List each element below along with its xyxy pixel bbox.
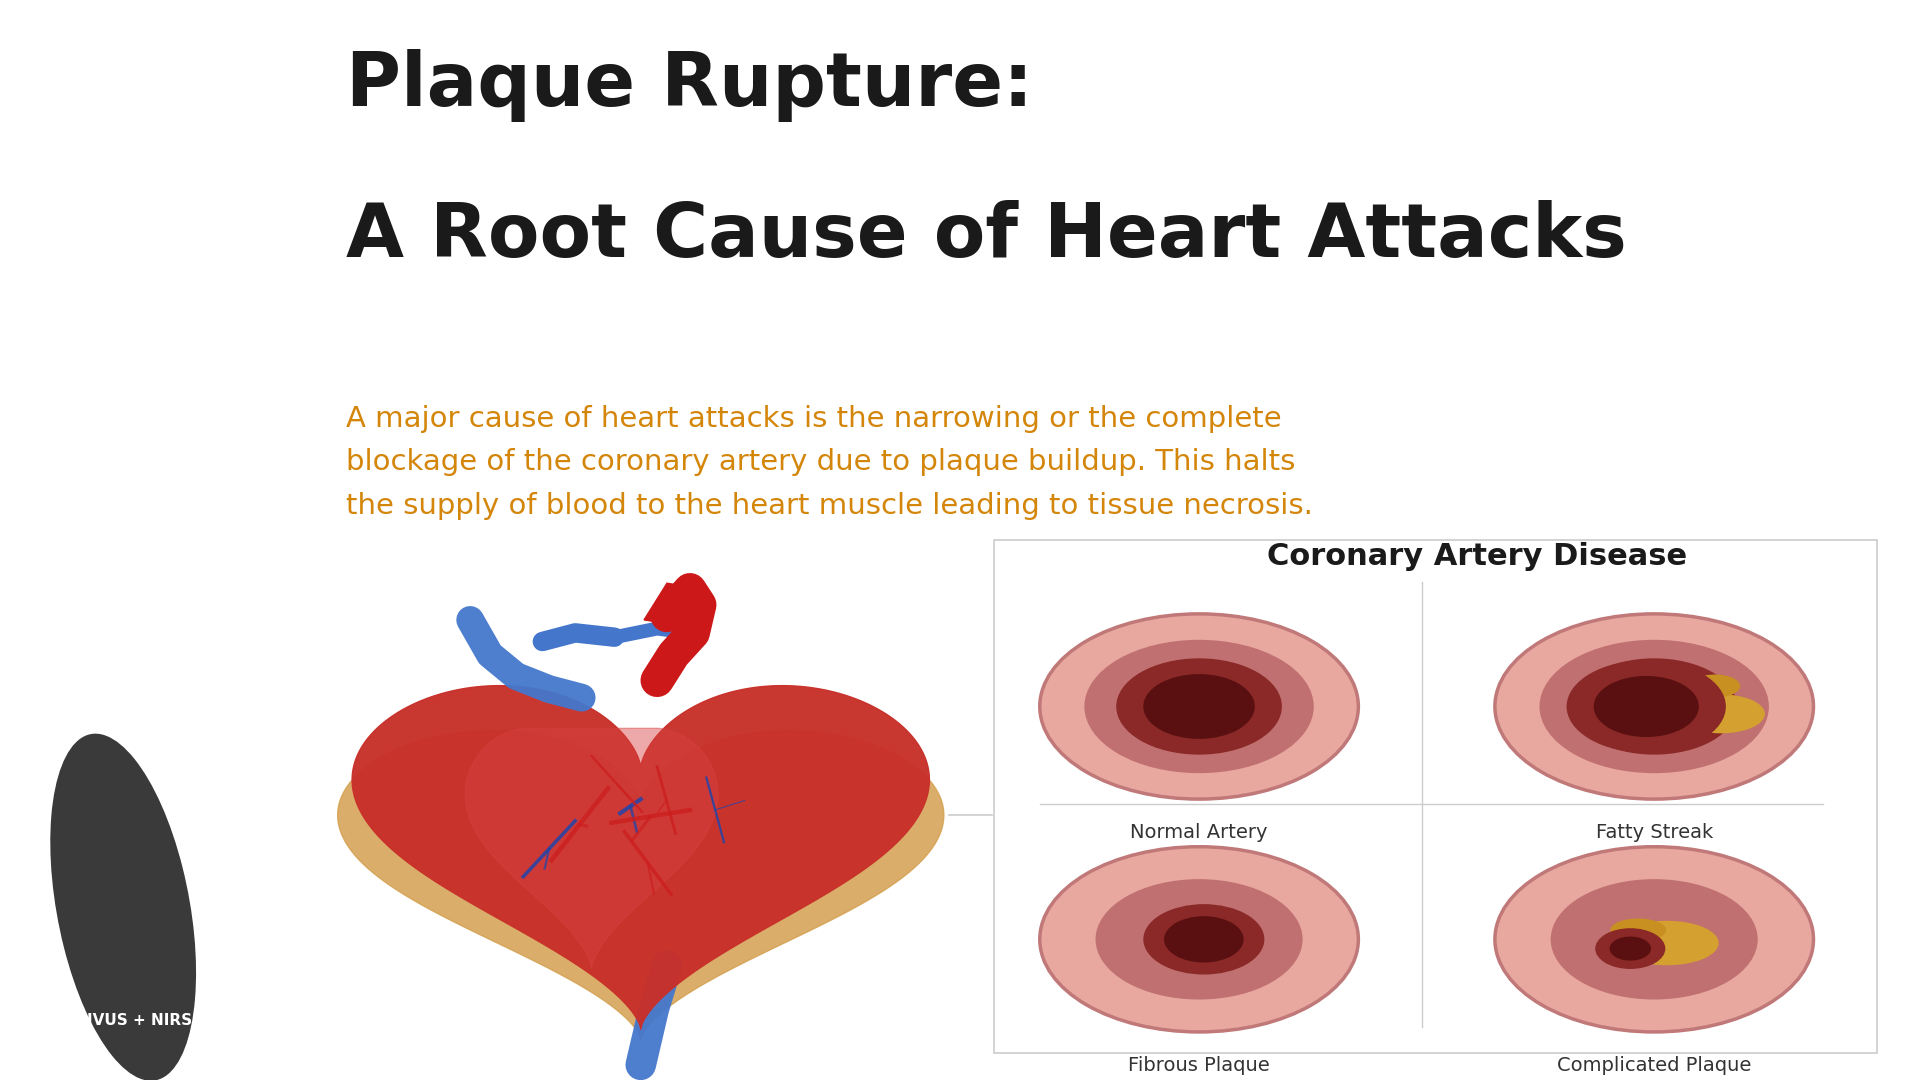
Circle shape bbox=[1142, 904, 1265, 974]
Text: Unstable: Unstable bbox=[36, 184, 129, 204]
Circle shape bbox=[1551, 879, 1757, 999]
Text: A Root Cause of Heart Attacks: A Root Cause of Heart Attacks bbox=[346, 200, 1626, 273]
Text: A major cause of heart attacks is the narrowing or the complete
blockage of the : A major cause of heart attacks is the na… bbox=[346, 405, 1313, 519]
Polygon shape bbox=[643, 583, 712, 626]
Text: Coronary Artery Disease: Coronary Artery Disease bbox=[1267, 542, 1688, 571]
Text: Complicated Plaque: Complicated Plaque bbox=[1557, 1056, 1751, 1075]
Text: Lipid Core Plaque: Lipid Core Plaque bbox=[36, 238, 219, 258]
Text: ™: ™ bbox=[225, 1008, 234, 1017]
Circle shape bbox=[1085, 639, 1313, 773]
Circle shape bbox=[1594, 676, 1699, 737]
Circle shape bbox=[1142, 674, 1256, 739]
Ellipse shape bbox=[1615, 921, 1718, 966]
Text: Fatty Streak: Fatty Streak bbox=[1596, 823, 1713, 842]
Circle shape bbox=[1609, 936, 1651, 960]
Circle shape bbox=[1041, 847, 1357, 1032]
Circle shape bbox=[1164, 916, 1244, 962]
Circle shape bbox=[1116, 659, 1283, 755]
Ellipse shape bbox=[48, 732, 198, 1080]
Text: Normal Artery: Normal Artery bbox=[1131, 823, 1267, 842]
FancyBboxPatch shape bbox=[995, 540, 1878, 1053]
Ellipse shape bbox=[1678, 694, 1764, 733]
Text: IVUS + NIRS: IVUS + NIRS bbox=[88, 1013, 192, 1028]
Circle shape bbox=[1096, 879, 1302, 999]
Polygon shape bbox=[351, 686, 929, 1029]
Text: The Problem: The Problem bbox=[36, 97, 244, 125]
Circle shape bbox=[1599, 674, 1711, 739]
Circle shape bbox=[1496, 847, 1814, 1032]
Circle shape bbox=[1041, 613, 1357, 799]
Ellipse shape bbox=[1690, 675, 1740, 698]
Ellipse shape bbox=[1611, 918, 1667, 942]
Text: Plaque Rupture:: Plaque Rupture: bbox=[346, 49, 1033, 122]
Polygon shape bbox=[338, 730, 945, 1040]
Circle shape bbox=[1567, 660, 1726, 753]
Circle shape bbox=[1496, 613, 1814, 799]
Circle shape bbox=[1571, 659, 1738, 755]
Circle shape bbox=[1540, 639, 1768, 773]
Polygon shape bbox=[465, 728, 718, 969]
Circle shape bbox=[1596, 928, 1665, 969]
Text: Fibrous Plaque: Fibrous Plaque bbox=[1129, 1056, 1269, 1075]
